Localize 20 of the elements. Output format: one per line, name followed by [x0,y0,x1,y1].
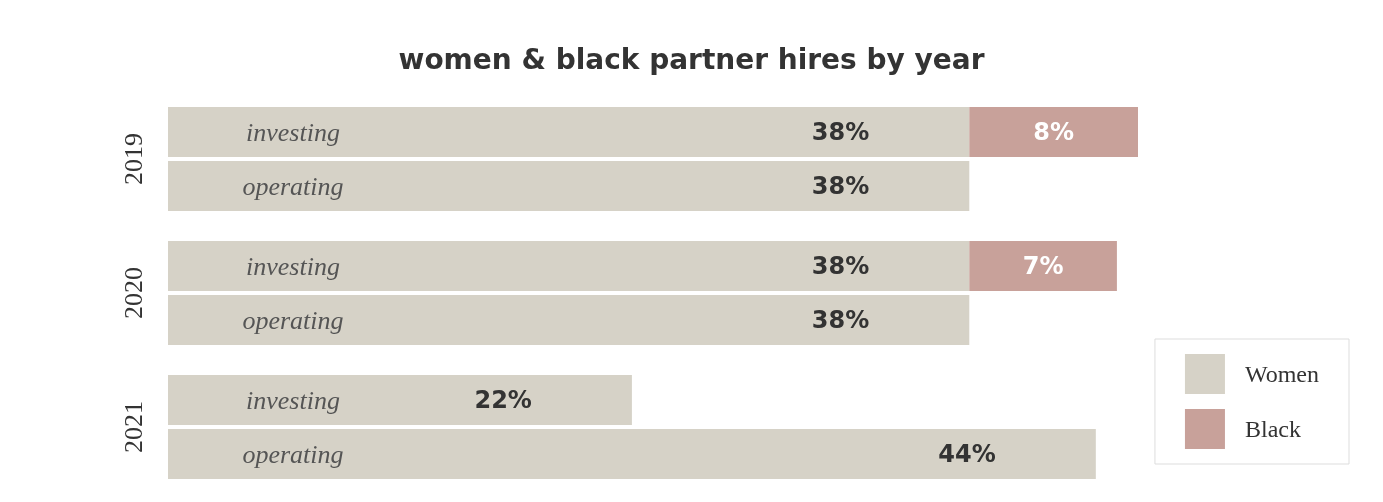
data-label: 38% [811,172,870,200]
text: 2020 [118,267,148,319]
y-tick-label: operating [242,439,344,469]
y-tick-label: investing [246,251,340,281]
legend-label: Black [1244,416,1301,442]
data-label: 8% [1033,118,1075,146]
text: 2019 [118,133,148,185]
data-label: 38% [811,306,870,334]
data-label: 7% [1022,252,1064,280]
y-tick-label: investing [246,117,340,147]
y-tick-label: investing [246,385,340,415]
text: 2021 [118,401,148,453]
y-tick-label: operating [242,171,344,201]
y-tick-label: operating [242,305,344,335]
legend-label: Women [1244,361,1320,387]
data-label: 38% [811,118,870,146]
data-label: 38% [811,252,870,280]
data-label: 22% [474,386,532,414]
chart-title: women & black partner hires by year [398,42,985,76]
data-label: 44% [938,440,996,468]
